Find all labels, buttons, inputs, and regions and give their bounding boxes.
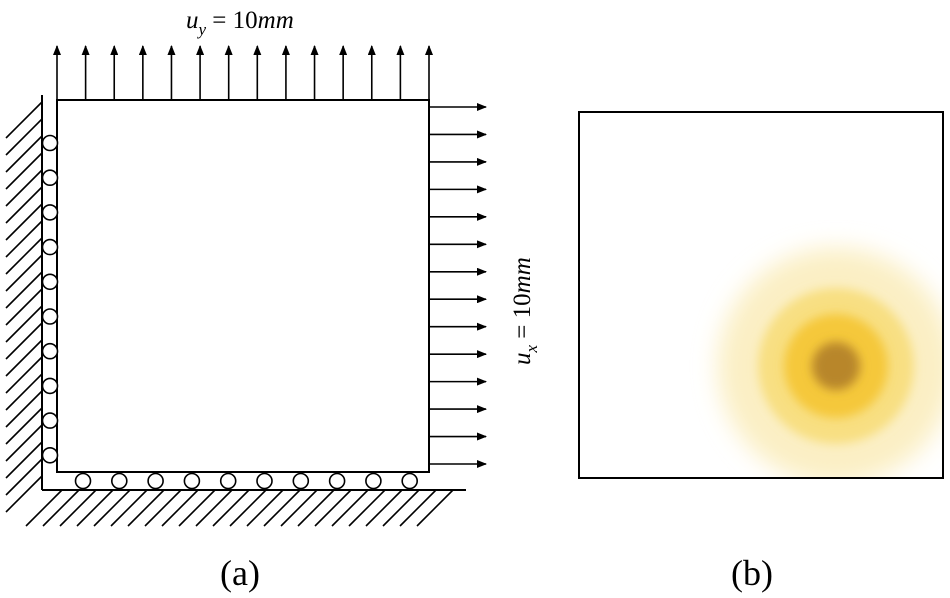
hatch-line	[5, 458, 43, 496]
core-spot	[812, 342, 860, 390]
hatch-line	[246, 489, 284, 527]
hatch-line	[5, 407, 43, 445]
left-roller-supports	[41, 134, 59, 464]
hatch-line	[127, 489, 165, 527]
hatch-line	[5, 373, 43, 411]
bottom-fixed-wall	[25, 489, 466, 527]
roller	[41, 308, 59, 325]
hatch-line	[110, 489, 148, 527]
roller	[74, 472, 92, 490]
roller	[292, 472, 310, 490]
caption-b: (b)	[731, 553, 773, 593]
panel-b: (b)	[578, 111, 944, 593]
caption-a: (a)	[220, 553, 260, 593]
hatch-line	[178, 489, 216, 527]
top-load-label: uy = 10mm	[186, 7, 294, 39]
hatch-line	[331, 489, 369, 527]
roller	[41, 238, 59, 256]
hatch-line	[5, 254, 43, 292]
roller	[41, 377, 59, 395]
roller	[111, 472, 128, 490]
damage-field	[718, 248, 943, 478]
hatch-line	[144, 489, 182, 527]
top-displacement-arrows	[53, 45, 433, 100]
hatch-line	[93, 489, 131, 527]
roller	[147, 472, 164, 490]
roller	[401, 472, 419, 490]
roller	[41, 204, 59, 221]
hatch-line	[5, 390, 43, 428]
roller	[183, 472, 201, 490]
hatch-line	[263, 489, 301, 527]
hatch-line	[348, 489, 386, 527]
hatch-line	[5, 135, 43, 173]
panel-a: uy = 10mm ux = 10mm (a)	[5, 7, 541, 593]
hatch-line	[297, 489, 335, 527]
hatch-line	[314, 489, 352, 527]
roller	[41, 412, 59, 429]
hatch-line	[42, 489, 80, 527]
bottom-roller-supports	[74, 472, 419, 490]
hatch-line	[212, 489, 250, 527]
hatch-line	[5, 237, 43, 275]
hatch-line	[416, 489, 454, 527]
hatch-line	[5, 322, 43, 360]
hatch-line	[5, 220, 43, 258]
hatch-line	[76, 489, 114, 527]
hatch-line	[5, 152, 43, 190]
hatch-line	[5, 441, 43, 479]
hatch-line	[5, 169, 43, 207]
hatch-line	[25, 489, 63, 527]
hatch-line	[365, 489, 403, 527]
roller	[328, 472, 346, 490]
right-displacement-arrows	[429, 103, 487, 468]
roller	[41, 169, 59, 186]
roller	[41, 342, 59, 360]
roller	[41, 273, 59, 291]
hatch-line	[229, 489, 267, 527]
hatch-line	[5, 288, 43, 326]
left-fixed-wall	[5, 95, 43, 513]
hatch-line	[59, 489, 97, 527]
hatch-line	[5, 101, 43, 139]
roller	[41, 446, 59, 464]
hatch-line	[195, 489, 233, 527]
square-domain	[56, 99, 430, 473]
hatch-line	[5, 475, 43, 513]
hatch-line	[5, 305, 43, 343]
hatch-line	[161, 489, 199, 527]
roller	[256, 472, 273, 490]
hatch-line	[5, 356, 43, 394]
square-domain-b	[578, 111, 944, 479]
roller	[219, 472, 237, 490]
hatch-line	[382, 489, 420, 527]
hatch-line	[5, 271, 43, 309]
hatch-line	[5, 186, 43, 224]
hatch-line	[5, 424, 43, 462]
hatch-line	[399, 489, 437, 527]
hatch-line	[5, 339, 43, 377]
hatch-line	[280, 489, 318, 527]
hatch-line	[5, 203, 43, 241]
right-load-label: ux = 10mm	[509, 257, 541, 365]
roller	[41, 134, 59, 152]
hatch-line	[5, 118, 43, 156]
roller	[365, 472, 382, 490]
